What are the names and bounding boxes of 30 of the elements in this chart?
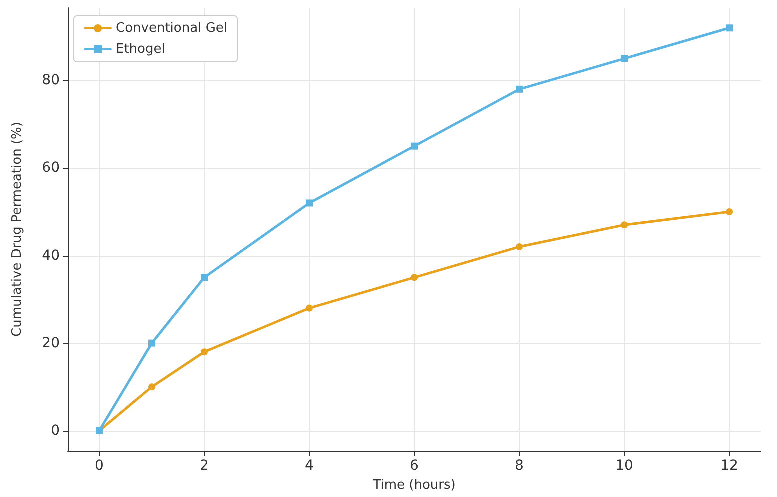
x-axis-title: Time (hours) bbox=[372, 478, 456, 493]
point bbox=[621, 55, 628, 62]
point bbox=[201, 274, 208, 282]
point bbox=[411, 142, 418, 150]
legend-label: Ethogel bbox=[116, 42, 166, 57]
y-axis-title: Cumulative Drug Permeation (%) bbox=[10, 122, 25, 337]
legend-label: Conventional Gel bbox=[116, 21, 228, 36]
x-tick-label: 2 bbox=[200, 458, 209, 474]
point bbox=[306, 304, 313, 312]
x-tick-label: 6 bbox=[410, 458, 420, 474]
x-tick-label: 4 bbox=[305, 458, 314, 474]
x-tick-label: 10 bbox=[616, 458, 634, 474]
point bbox=[148, 384, 156, 391]
x-tick-label: 12 bbox=[720, 458, 738, 474]
point bbox=[726, 24, 733, 32]
point bbox=[306, 200, 313, 207]
y-tick-label: 0 bbox=[51, 422, 60, 439]
y-tick-label: 60 bbox=[42, 160, 60, 176]
y-tick-label: 20 bbox=[42, 335, 60, 352]
y-tick-label: 40 bbox=[42, 248, 60, 264]
point bbox=[516, 86, 523, 93]
point bbox=[148, 340, 156, 347]
point bbox=[726, 208, 733, 216]
y-tick-label: 80 bbox=[42, 72, 60, 89]
x-tick-label: 0 bbox=[95, 458, 104, 474]
point bbox=[201, 348, 208, 356]
point bbox=[621, 222, 628, 229]
x-tick-label: 8 bbox=[515, 458, 524, 474]
point bbox=[516, 244, 523, 251]
point bbox=[411, 274, 418, 282]
